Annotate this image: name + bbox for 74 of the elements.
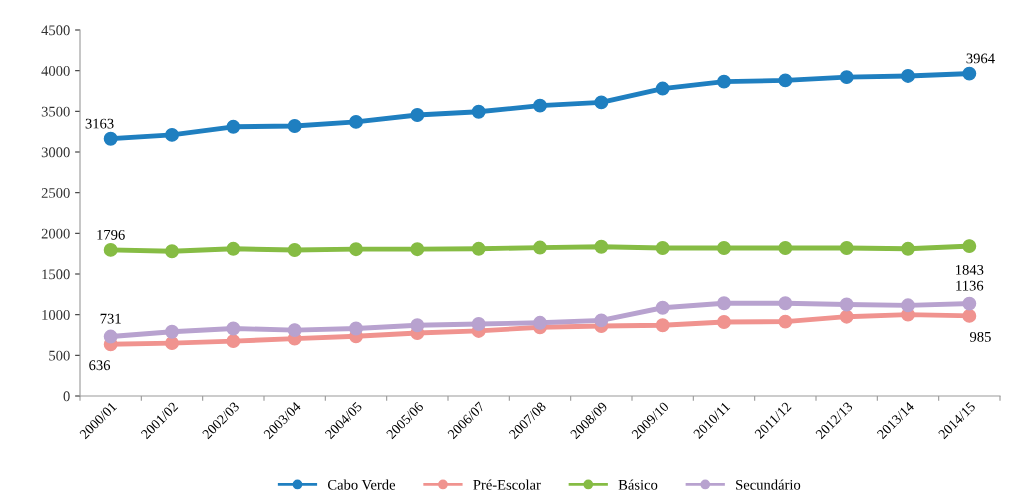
- point: [655, 81, 670, 96]
- point: [655, 318, 670, 333]
- point: [471, 317, 486, 331]
- point: [287, 119, 302, 133]
- data-label: 1843: [956, 264, 984, 275]
- point: [226, 321, 241, 336]
- legend-label: Básico: [618, 479, 658, 490]
- y-tick-label: 500: [49, 350, 70, 361]
- point: [226, 241, 241, 256]
- point: [349, 114, 363, 129]
- point: [962, 308, 977, 323]
- point: [533, 315, 547, 330]
- point: [226, 334, 241, 349]
- data-label: 1796: [97, 229, 125, 240]
- legend-label: Secundário: [736, 479, 801, 490]
- point: [165, 127, 179, 142]
- y-tick-label: 3000: [41, 147, 70, 158]
- point: [533, 240, 547, 255]
- point: [410, 242, 425, 257]
- point: [901, 298, 915, 313]
- point: [594, 239, 609, 254]
- point: [410, 318, 425, 333]
- point: [839, 309, 854, 324]
- point: [962, 296, 977, 311]
- point: [103, 131, 118, 146]
- point: [287, 243, 302, 257]
- y-tick-label: 3500: [41, 106, 70, 117]
- point: [165, 244, 179, 259]
- point: [962, 66, 977, 81]
- point: [594, 95, 609, 110]
- point: [839, 70, 854, 85]
- point: [655, 241, 670, 255]
- point: [594, 313, 609, 328]
- legend-label: Cabo Verde: [327, 479, 396, 490]
- point: [103, 329, 118, 344]
- y-tick-label: 1500: [42, 269, 70, 280]
- y-tick-label: 4500: [41, 25, 70, 36]
- point: [410, 108, 425, 122]
- point: [901, 69, 915, 83]
- point: [778, 296, 793, 311]
- point: [778, 73, 793, 88]
- point: [349, 321, 363, 336]
- y-tick-label: 2500: [41, 188, 70, 198]
- data-label: 985: [969, 331, 991, 342]
- y-tick-label: 2000: [41, 228, 70, 239]
- point: [471, 104, 486, 119]
- data-label: 636: [89, 360, 111, 371]
- point: [226, 119, 241, 134]
- point: [717, 296, 731, 311]
- data-label: 731: [100, 313, 121, 324]
- y-tick-label: 0: [63, 391, 70, 402]
- point: [165, 336, 179, 351]
- point: [533, 98, 547, 113]
- point: [962, 239, 977, 254]
- point: [839, 297, 854, 312]
- y-tick-label: 4000: [41, 66, 70, 76]
- point: [901, 241, 915, 256]
- point: [349, 242, 363, 257]
- point: [717, 74, 731, 89]
- point: [778, 241, 793, 255]
- point: [839, 241, 854, 255]
- point: [655, 300, 670, 315]
- point: [287, 323, 302, 338]
- point: [778, 314, 793, 329]
- point: [165, 324, 179, 339]
- y-tick-label: 1000: [42, 310, 70, 320]
- point: [103, 242, 118, 257]
- data-label: 3964: [966, 53, 995, 64]
- legend-label: Pré-Escolar: [473, 479, 541, 490]
- data-label: 1136: [956, 280, 984, 291]
- point: [717, 315, 731, 329]
- data-label: 3163: [85, 118, 114, 129]
- point: [471, 241, 486, 256]
- point: [717, 241, 731, 255]
